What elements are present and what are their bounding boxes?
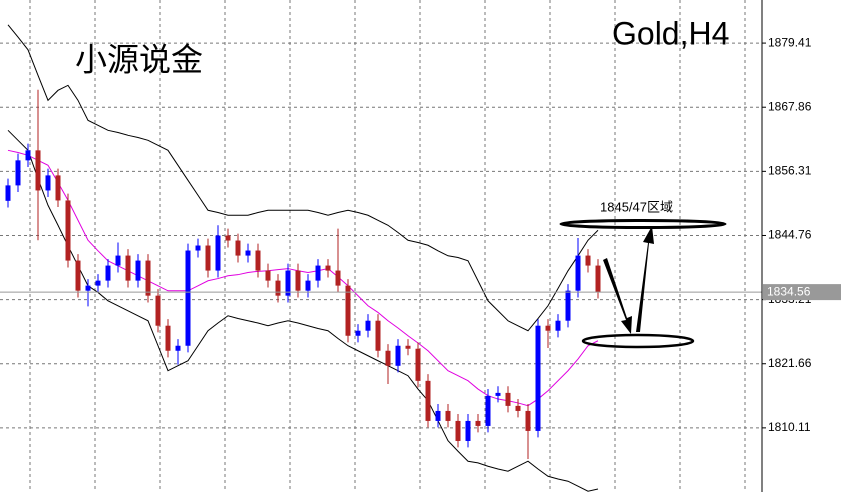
- candle-body: [475, 420, 481, 426]
- candle-body: [45, 175, 51, 191]
- indicator-line: [7, 129, 599, 492]
- candle-body: [25, 150, 31, 161]
- candle-body: [155, 295, 161, 326]
- support-zone: [581, 333, 695, 349]
- candle-body: [55, 175, 61, 201]
- candle-body: [385, 350, 391, 366]
- candle-body: [205, 245, 211, 271]
- candle-body: [325, 265, 331, 271]
- candle-body: [115, 255, 121, 266]
- candle-body: [215, 235, 221, 271]
- indicator-line: [7, 149, 599, 407]
- candle-body: [305, 280, 311, 291]
- candle-body: [585, 255, 591, 266]
- candle-body: [555, 320, 561, 331]
- candle-body: [125, 255, 131, 281]
- candle-body: [105, 265, 111, 281]
- candle-body: [515, 405, 521, 411]
- candle-body: [185, 250, 191, 346]
- arrow-down: [603, 258, 632, 334]
- candle-body: [135, 260, 141, 281]
- candle-body: [405, 345, 411, 349]
- indicator-line: [7, 24, 599, 332]
- candle-body: [415, 348, 421, 381]
- price-label: 1834.56: [767, 284, 811, 298]
- candle-body: [485, 395, 491, 426]
- candle-body: [235, 240, 241, 256]
- y-tick-label: 1856.31: [768, 164, 812, 178]
- candle-body: [295, 270, 301, 291]
- watermark: 小源说金: [75, 41, 203, 77]
- candle-body: [145, 260, 151, 296]
- candle-body: [265, 270, 271, 281]
- candle-body: [505, 392, 511, 406]
- y-tick-label: 1821.66: [768, 356, 812, 370]
- candle-body: [225, 235, 231, 241]
- candle-body: [255, 250, 261, 271]
- y-tick-label: 1867.86: [768, 99, 812, 113]
- candle-body: [525, 410, 531, 431]
- candle-body: [445, 410, 451, 421]
- candle-body: [365, 320, 371, 331]
- candle-body: [5, 185, 11, 201]
- candle-body: [355, 330, 361, 336]
- candle-body: [465, 420, 471, 441]
- candle-body: [35, 150, 41, 191]
- plot: [0, 24, 762, 492]
- target-zone: [559, 219, 727, 229]
- candle-body: [575, 255, 581, 291]
- candle-body: [275, 280, 281, 296]
- candle-body: [335, 270, 341, 286]
- candle-body: [175, 345, 181, 351]
- annotation: 1845/47区域: [600, 199, 673, 214]
- candle-body: [75, 260, 81, 291]
- candle-body: [195, 245, 201, 251]
- candle-body: [455, 420, 461, 441]
- y-tick-label: 1844.76: [768, 228, 812, 242]
- candle-body: [565, 290, 571, 321]
- y-tick-label: 1810.11: [768, 420, 811, 434]
- candle-body: [15, 160, 21, 186]
- candle-body: [425, 380, 431, 421]
- price-label-box: [763, 284, 841, 301]
- chart-title: Gold,H4: [612, 15, 729, 51]
- candle-body: [395, 345, 401, 366]
- candle-body: [85, 285, 91, 291]
- candle-body: [435, 410, 441, 421]
- arrow-up: [636, 226, 654, 332]
- candle-body: [165, 325, 171, 351]
- candle-body: [545, 325, 551, 331]
- candle-body: [345, 285, 351, 336]
- candle-body: [245, 250, 251, 256]
- time-grid: [29, 0, 746, 492]
- candle-body: [535, 325, 541, 431]
- candle-body: [65, 200, 71, 261]
- candle-body: [95, 280, 101, 286]
- candle-body: [315, 265, 321, 281]
- candle-body: [595, 265, 601, 293]
- candle-body: [375, 320, 381, 351]
- candle-body: [285, 270, 291, 296]
- candle-body: [495, 392, 501, 396]
- y-tick-label: 1879.41: [768, 35, 812, 49]
